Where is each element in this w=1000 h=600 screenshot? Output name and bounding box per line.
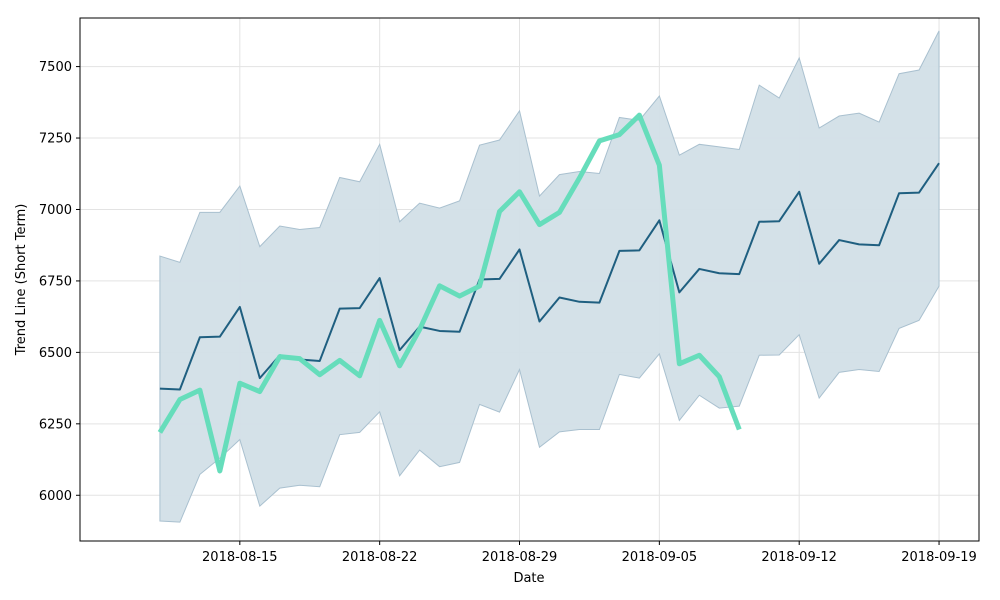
x-axis-label: Date [513,571,544,586]
y-tick-label: 7250 [39,132,72,147]
y-tick-label: 7500 [39,60,72,75]
x-tick-label: 2018-08-22 [342,550,418,565]
series-lines [157,112,940,474]
y-axis-ticks: 6000 6250 6500 6750 7000 7250 7500 [39,60,80,504]
plot-area-frame [79,17,980,542]
y-axis-label: Trend Line (Short Term) [14,204,29,357]
actual-series-line [157,112,742,474]
y-tick-label: 6000 [39,489,72,504]
y-tick-label: 6500 [39,346,72,361]
y-tick-label: 6750 [39,274,72,289]
x-tick-label: 2018-09-12 [761,550,837,565]
confidence-band-area [159,30,940,523]
x-tick-label: 2018-08-15 [202,550,278,565]
x-tick-label: 2018-08-29 [482,550,558,565]
confidence-band [159,30,940,523]
x-tick-label: 2018-09-19 [901,550,977,565]
x-axis-ticks: 2018-08-15 2018-08-22 2018-08-29 2018-09-05… [202,541,977,565]
y-tick-label: 6250 [39,417,72,432]
y-tick-label: 7000 [39,203,72,218]
x-tick-label: 2018-09-05 [622,550,698,565]
